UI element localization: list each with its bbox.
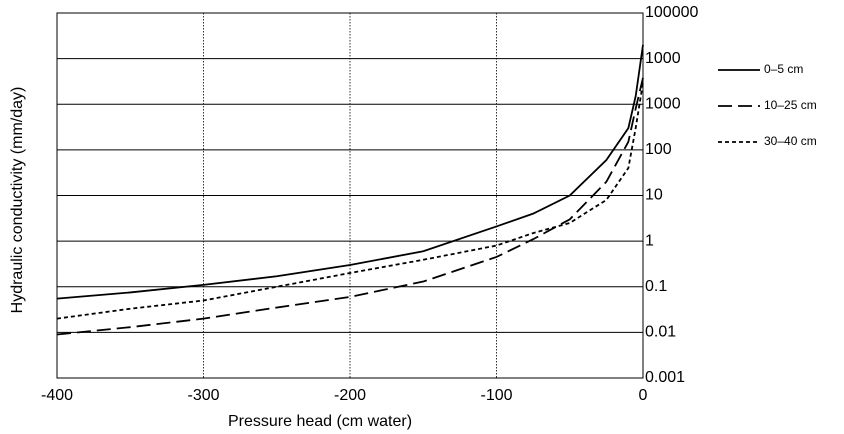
y-tick-label: 10 — [645, 187, 663, 204]
x-tick-label: -200 — [334, 387, 366, 404]
x-axis-label: Pressure head (cm water) — [228, 413, 412, 430]
y-tick-label: 1000 — [645, 95, 681, 112]
data-line — [56, 44, 644, 300]
y-tick-label: 1000 — [645, 50, 681, 67]
x-tick-label: -400 — [41, 387, 73, 404]
legend-label: 0–5 cm — [764, 62, 803, 76]
data-line — [56, 82, 644, 320]
y-tick-label: 0.1 — [645, 278, 667, 295]
legend-label: 10–25 cm — [764, 98, 817, 112]
data-line — [56, 77, 644, 336]
y-tick-label: 0.001 — [645, 369, 685, 386]
y-tick-label: 1 — [645, 232, 654, 249]
y-tick-label: 100000 — [645, 4, 698, 21]
x-tick-label: 0 — [639, 387, 648, 404]
x-tick-label: -100 — [480, 387, 512, 404]
y-axis-label: Hydraulic conductivity (mm/day) — [9, 87, 26, 314]
x-tick-label: -300 — [187, 387, 219, 404]
y-tick-label: 100 — [645, 141, 672, 158]
legend-label: 30–40 cm — [764, 134, 817, 148]
y-tick-label: 0.01 — [645, 324, 676, 341]
